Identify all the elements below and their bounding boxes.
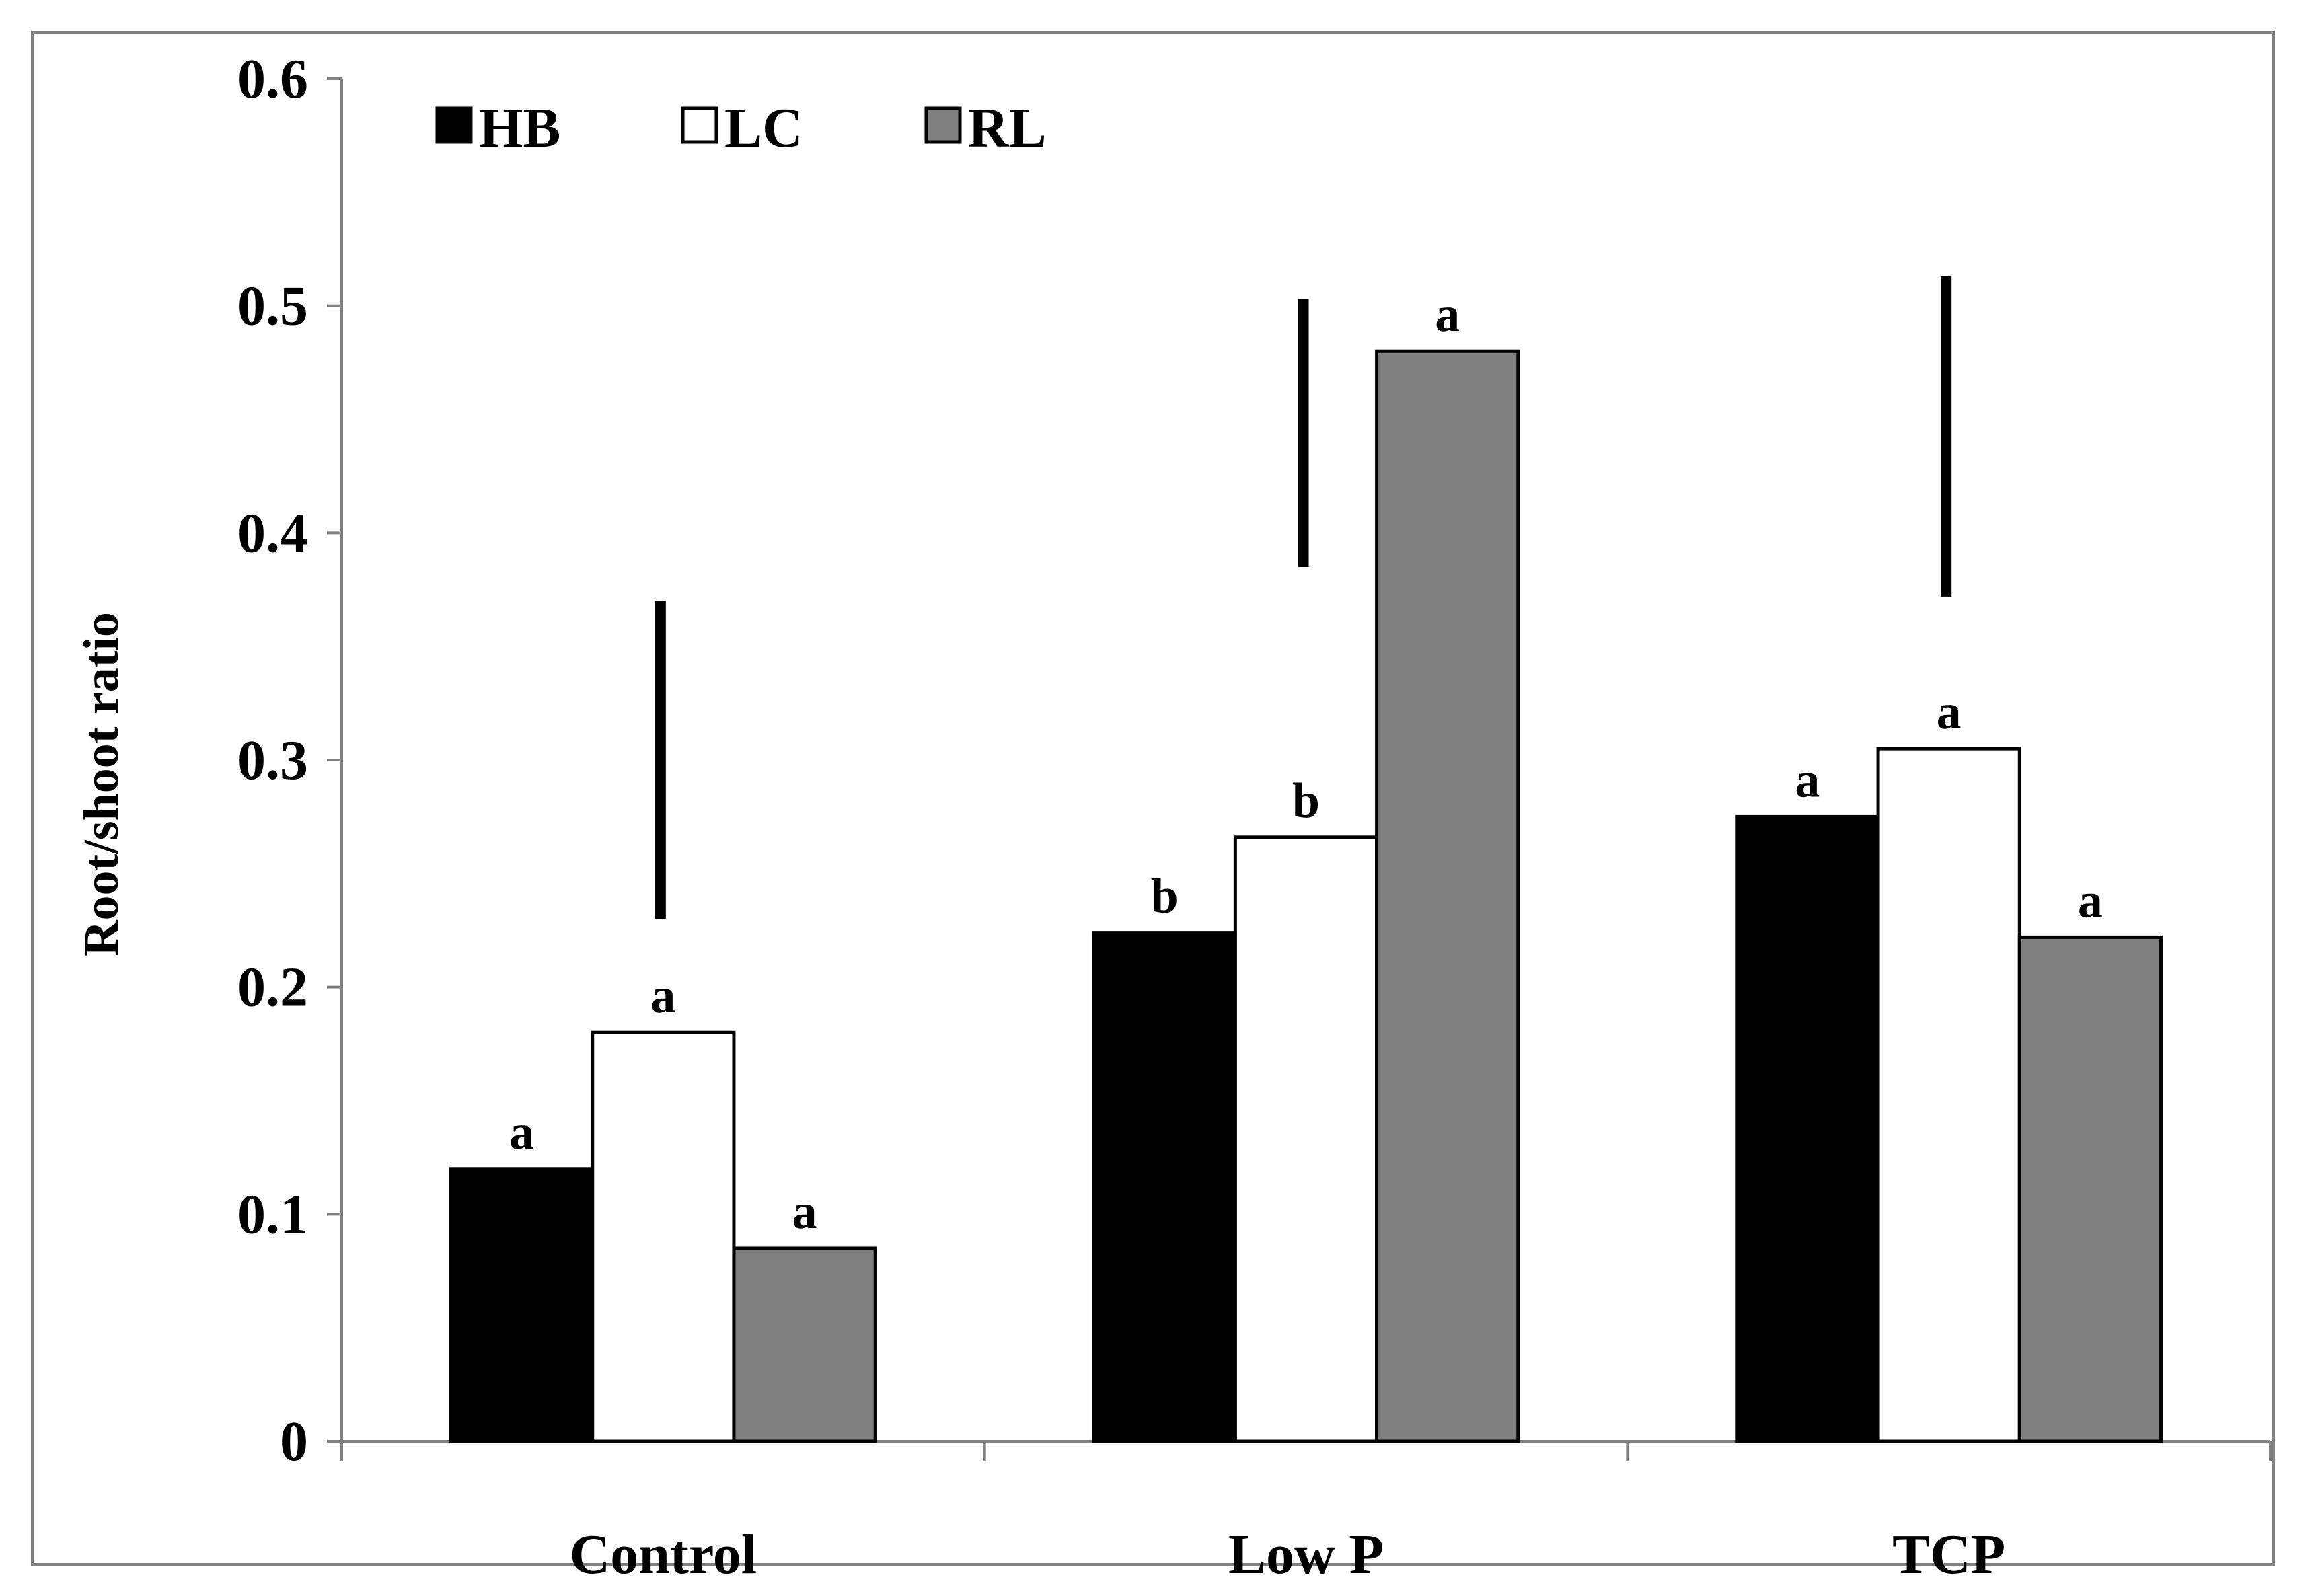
significance-letter: a bbox=[2078, 873, 2103, 928]
legend-swatch-lc bbox=[681, 106, 718, 144]
axes: 0 0.1 0.2 0.3 0.4 0.5 0.6 Control Low P TCP bbox=[237, 48, 2272, 1586]
bar-hb bbox=[449, 1167, 595, 1443]
bar-rl bbox=[2017, 935, 2163, 1443]
legend-label: RL bbox=[968, 97, 1047, 159]
category-label: Low P bbox=[1228, 1523, 1384, 1586]
significance-letter: a bbox=[1795, 753, 1820, 808]
legend-swatch-rl bbox=[924, 106, 962, 144]
bars: a b a a b a a a a bbox=[449, 287, 2163, 1443]
bar-rl bbox=[732, 1246, 877, 1443]
category-label: Control bbox=[570, 1523, 757, 1586]
bar-rl bbox=[1375, 349, 1520, 1443]
bar-lc bbox=[1876, 747, 2021, 1443]
significance-letter: b bbox=[1151, 869, 1179, 924]
significance-letter: a bbox=[792, 1184, 817, 1240]
bar-hb bbox=[1735, 814, 1880, 1443]
significance-letter: a bbox=[509, 1105, 534, 1160]
legend-label: HB bbox=[479, 97, 560, 159]
bar-lc bbox=[1233, 835, 1379, 1443]
category-label: TCP bbox=[1892, 1523, 2005, 1586]
significance-letter: a bbox=[1435, 287, 1460, 342]
legend-label: LC bbox=[724, 97, 803, 159]
y-tick-label: 0.2 bbox=[237, 956, 308, 1019]
significance-letter: a bbox=[650, 968, 675, 1024]
bar-lc bbox=[591, 1030, 736, 1443]
y-axis-label: Root/shoot ratio bbox=[74, 612, 129, 956]
y-tick-label: 0.3 bbox=[237, 729, 308, 792]
y-tick-label: 0.6 bbox=[237, 48, 308, 110]
y-tick-label: 0.4 bbox=[237, 502, 308, 564]
significance-letter: b bbox=[1292, 773, 1320, 829]
y-tick-label: 0.1 bbox=[237, 1183, 308, 1246]
bar-hb bbox=[1092, 931, 1237, 1443]
y-tick-label: 0 bbox=[280, 1410, 308, 1473]
lsd-bars bbox=[655, 276, 1952, 919]
significance-letter: a bbox=[1937, 685, 1962, 740]
legend-swatch-hb bbox=[435, 106, 473, 144]
legend: HB LC RL bbox=[435, 97, 1047, 159]
y-tick-label: 0.5 bbox=[237, 275, 308, 338]
